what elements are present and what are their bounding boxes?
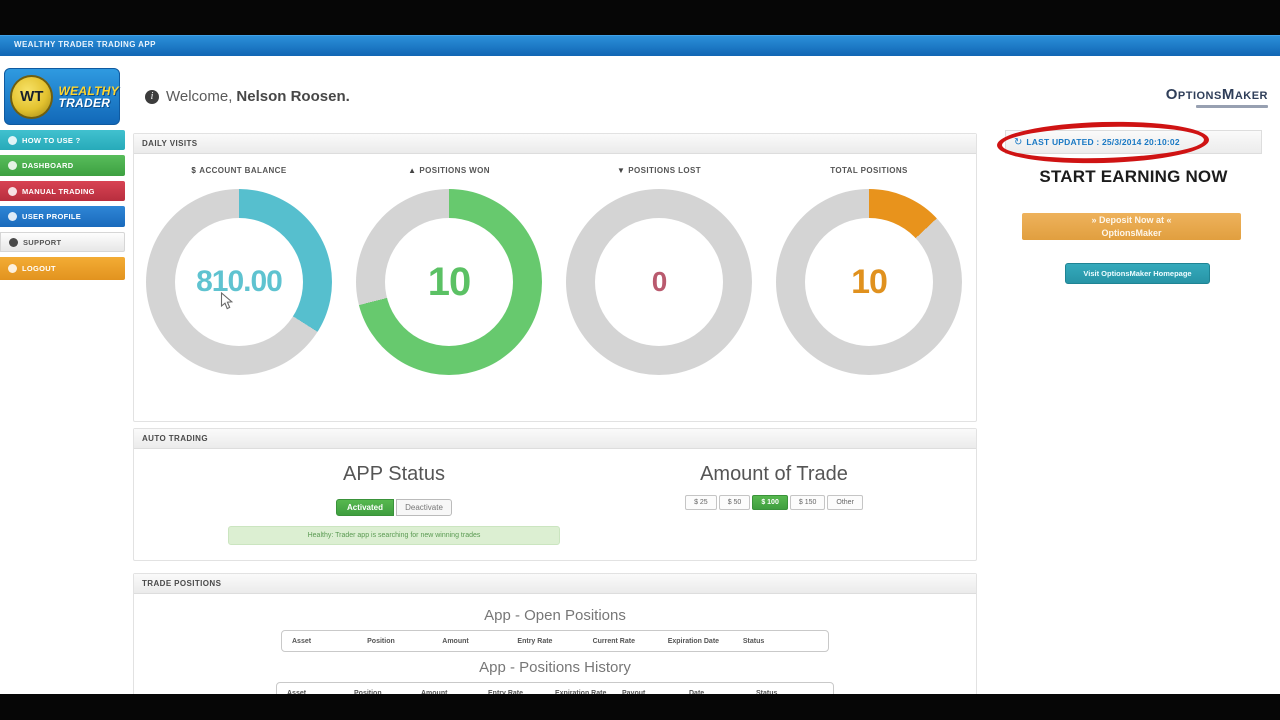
auto-trading-card: AUTO TRADING APP Status Activated Deacti… <box>133 428 977 561</box>
sidebar-item-logout[interactable]: LOGOUT <box>0 257 125 280</box>
amount-of-trade-title: Amount of Trade <box>700 463 848 485</box>
column-header: Amount <box>442 637 469 645</box>
column-header: Entry Rate <box>517 637 553 645</box>
dollar-icon: $ <box>191 166 197 175</box>
open-positions-title: App - Open Positions <box>484 607 626 624</box>
total-positions-widget: TOTAL POSITIONS 10 <box>764 166 974 375</box>
positions-lost-widget: ▼ POSITIONS LOST 0 <box>554 166 764 375</box>
deactivate-button[interactable]: Deactivate <box>396 499 452 516</box>
menu-icon <box>8 135 17 145</box>
auto-trading-header: AUTO TRADING <box>134 429 976 449</box>
visit-homepage-button[interactable]: Visit OptionsMaker Homepage <box>1065 263 1210 284</box>
column-header: Current Rate <box>592 637 635 645</box>
account-balance-donut-chart: 810.00 <box>146 189 332 375</box>
column-header: Position <box>367 637 395 645</box>
welcome-message: i Welcome, Nelson Roosen. <box>145 88 350 105</box>
trade-positions-header: TRADE POSITIONS <box>134 574 976 594</box>
last-updated-text: LAST UPDATED : 25/3/2014 20:10:02 <box>1026 137 1180 147</box>
menu-icon <box>8 161 17 170</box>
positions-lost-donut-chart: 0 <box>566 189 752 375</box>
app-status-section: APP Status Activated Deactivate Healthy:… <box>194 463 594 545</box>
daily-visits-header: DAILY VISITS <box>134 134 976 154</box>
column-header: Amount <box>421 689 448 697</box>
brand-tagline-bar <box>1196 105 1268 108</box>
open-positions-table: Asset Position Amount Entry Rate Current Rat… <box>281 630 829 652</box>
menu-icon <box>8 212 17 221</box>
column-header: Status <box>756 689 778 697</box>
menu-icon <box>8 186 17 196</box>
amount-100-button[interactable]: $ 100 <box>752 495 788 510</box>
user-name: Nelson Roosen. <box>236 88 350 105</box>
app-logo[interactable]: WT WEALTHY TRADER <box>4 68 120 125</box>
donut-row: $ ACCOUNT BALANCE 810.00 ▲ POSITIONS WON <box>134 154 976 375</box>
sidebar-item-support[interactable]: SUPPORT <box>0 232 125 252</box>
amount-other-button[interactable]: Other <box>827 495 863 510</box>
positions-won-donut-chart: 10 <box>356 189 542 375</box>
column-header: Date <box>689 689 705 697</box>
optionsmaker-logo: OptionsMaker <box>1128 86 1268 108</box>
last-updated-bar: ↻ LAST UPDATED : 25/3/2014 20:10:02 <box>1005 130 1262 154</box>
column-header: Asset <box>287 689 307 697</box>
deposit-now-button[interactable]: » Deposit Now at « OptionsMaker <box>1022 213 1241 240</box>
total-positions-label: TOTAL POSITIONS <box>830 166 908 175</box>
amount-25-button[interactable]: $ 25 <box>685 495 717 510</box>
amount-button-group: $ 25 $ 50 $ 100 $ 150 Other <box>604 495 944 510</box>
column-header: Expiration Rate <box>555 689 607 697</box>
menu-icon <box>8 264 17 273</box>
app-window: WT WEALTHY TRADER HOW TO USE ? DASHBOARD… <box>0 56 1280 708</box>
info-icon: i <box>145 89 159 104</box>
positions-history-title: App - Positions History <box>479 659 631 676</box>
logo-wordmark: WEALTHY TRADER <box>58 83 119 110</box>
positions-won-widget: ▲ POSITIONS WON 10 <box>344 166 554 375</box>
column-header: Position <box>354 689 382 697</box>
account-balance-widget: $ ACCOUNT BALANCE 810.00 <box>134 166 344 375</box>
positions-lost-label: ▼ POSITIONS LOST <box>616 166 702 175</box>
sidebar-item-how-to-use[interactable]: HOW TO USE ? <box>0 130 125 150</box>
mouse-cursor <box>220 291 236 316</box>
amount-of-trade-section: Amount of Trade $ 25 $ 50 $ 100 $ 150 Ot… <box>604 463 944 510</box>
window-titlebar: WEALTHY TRADER TRADING APP <box>0 35 1280 56</box>
column-header: Status <box>742 637 765 645</box>
sidebar-item-dashboard[interactable]: DASHBOARD <box>0 155 125 176</box>
amount-150-button[interactable]: $ 150 <box>789 495 826 510</box>
positions-won-value: 10 <box>427 259 471 304</box>
account-balance-value: 810.00 <box>196 265 283 298</box>
column-header: Payout <box>622 689 646 697</box>
letterbox-top <box>0 0 1280 35</box>
refresh-icon: ↻ <box>1014 136 1023 148</box>
down-arrow-icon: ▼ <box>616 166 626 175</box>
sidebar-nav: HOW TO USE ? DASHBOARD MANUAL TRADING US… <box>0 130 125 285</box>
trade-positions-card: TRADE POSITIONS App - Open Positions Ass… <box>133 573 977 708</box>
promo-panel: START EARNING NOW » Deposit Now at « Opt… <box>1005 156 1262 306</box>
amount-50-button[interactable]: $ 50 <box>718 495 751 510</box>
letterbox-bottom <box>0 694 1280 720</box>
status-notice: Healthy: Trader app is searching for new… <box>228 526 560 545</box>
activated-button[interactable]: Activated <box>336 499 394 516</box>
window-title: WEALTHY TRADER TRADING APP <box>14 40 156 49</box>
daily-visits-card: DAILY VISITS $ ACCOUNT BALANCE 810.00 <box>133 133 977 422</box>
account-balance-label: $ ACCOUNT BALANCE <box>191 166 287 175</box>
total-positions-value: 10 <box>851 262 888 301</box>
column-header: Entry Rate <box>488 689 524 697</box>
total-positions-donut-chart: 10 <box>776 189 962 375</box>
start-earning-title: START EARNING NOW <box>1039 167 1228 186</box>
menu-icon <box>9 237 18 247</box>
app-status-title: APP Status <box>343 463 445 485</box>
column-header: Asset <box>292 637 312 645</box>
sidebar-item-manual-trading[interactable]: MANUAL TRADING <box>0 181 125 201</box>
column-header: Expiration Date <box>667 637 720 645</box>
up-arrow-icon: ▲ <box>408 166 417 175</box>
sidebar-item-user-profile[interactable]: USER PROFILE <box>0 206 125 227</box>
positions-lost-value: 0 <box>651 266 668 297</box>
positions-won-label: ▲ POSITIONS WON <box>408 166 490 175</box>
logo-badge-icon: WT <box>10 74 54 119</box>
